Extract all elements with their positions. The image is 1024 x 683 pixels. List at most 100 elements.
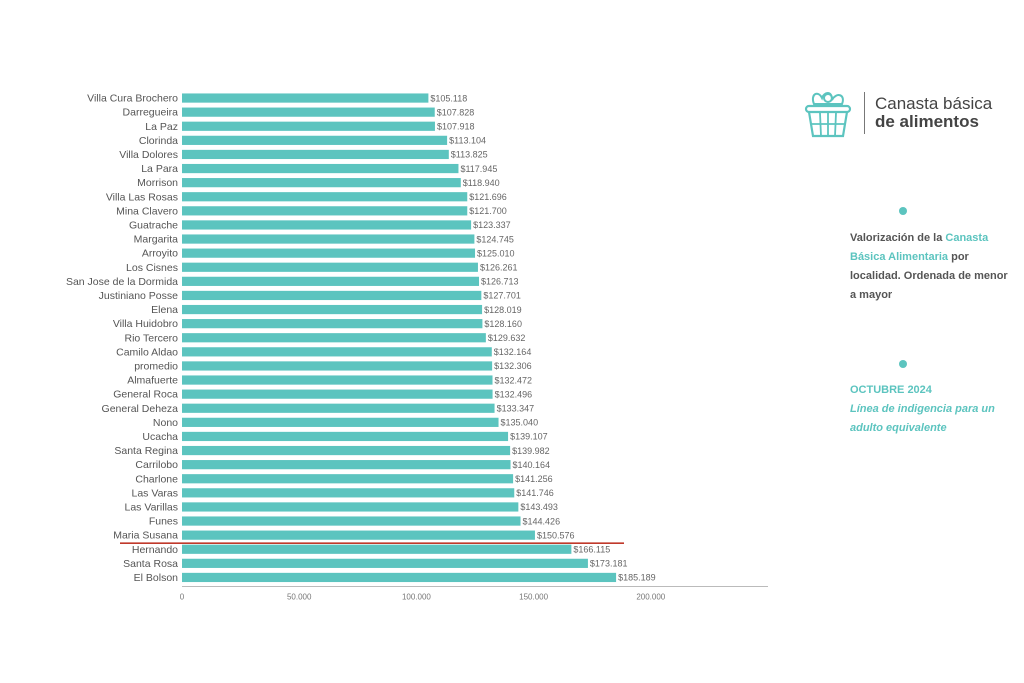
bar-chart: Villa Cura Brochero $105.118 Darregueira $1… [66, 93, 768, 602]
value-label: $133.347 [497, 403, 535, 413]
bar [182, 248, 476, 258]
bar [182, 361, 493, 371]
bar [182, 530, 535, 540]
value-label: $132.164 [494, 347, 532, 357]
category-label: Charlone [135, 473, 178, 485]
bar [182, 502, 519, 512]
logo: Canasta básica de alimentos [804, 86, 992, 140]
bar [182, 262, 478, 272]
category-label: San Jose de la Dormida [66, 276, 178, 288]
category-label: Hernando [132, 544, 178, 556]
value-label: $140.164 [513, 460, 551, 470]
value-label: $141.746 [516, 488, 554, 498]
category-label: Guatrache [129, 219, 178, 231]
value-label: $129.632 [488, 333, 526, 343]
category-label: El Bolson [134, 572, 179, 584]
bar [182, 417, 499, 427]
period-text: OCTUBRE 2024 Línea de indigencia para un… [850, 381, 1010, 438]
category-label: General Deheza [102, 403, 179, 415]
x-tick-label: 150.000 [519, 593, 548, 602]
value-label: $143.493 [520, 502, 558, 512]
category-label: Arroyito [142, 248, 178, 260]
logo-divider [864, 92, 865, 134]
value-label: $139.982 [512, 446, 550, 456]
category-label: Camilo Aldao [116, 346, 178, 358]
bar [182, 107, 435, 117]
bar [182, 93, 429, 103]
bullet-dot-1 [899, 207, 907, 215]
bar [182, 544, 572, 554]
bar [182, 375, 493, 385]
category-label: Elena [151, 304, 178, 316]
bar [182, 135, 448, 145]
category-label: Darregueira [123, 107, 179, 119]
period-date: OCTUBRE 2024 [850, 384, 932, 396]
x-tick-label: 0 [180, 593, 185, 602]
bar [182, 488, 515, 498]
value-label: $132.306 [494, 361, 532, 371]
x-tick-label: 100.000 [402, 593, 431, 602]
value-label: $139.107 [510, 432, 548, 442]
category-label: Rio Tercero [125, 332, 179, 344]
bullet-dot-2 [899, 360, 907, 368]
category-label: Ucacha [142, 431, 178, 443]
category-label: Santa Rosa [123, 558, 178, 570]
bar [182, 192, 468, 202]
bar [182, 403, 495, 413]
value-label: $113.104 [449, 136, 486, 146]
bar [182, 234, 475, 244]
value-label: $107.918 [437, 121, 475, 131]
bar [182, 276, 480, 286]
value-label: $128.160 [484, 319, 522, 329]
value-label: $173.181 [590, 559, 628, 569]
value-label: $118.940 [463, 178, 500, 188]
bar [182, 319, 483, 329]
bar [182, 178, 461, 188]
category-label: Morrison [137, 177, 178, 189]
value-label: $128.019 [484, 305, 522, 315]
bar [182, 445, 511, 456]
bar [182, 163, 459, 174]
x-tick-label: 50.000 [287, 593, 312, 602]
description-part-1: Valorización de la [850, 232, 943, 244]
bar [182, 206, 468, 216]
value-label: $117.945 [460, 164, 497, 174]
value-label: $124.745 [476, 234, 514, 244]
category-label: Clorinda [139, 135, 178, 147]
value-label: $105.118 [430, 93, 467, 103]
value-label: $166.115 [573, 544, 610, 554]
category-label: Mina Clavero [116, 205, 178, 217]
category-label: Maria Susana [113, 530, 178, 542]
category-label: Almafuerte [127, 375, 178, 387]
bar [182, 149, 449, 160]
category-label: promedio [134, 360, 178, 372]
bar [182, 333, 486, 343]
value-label: $113.825 [451, 150, 488, 160]
bar [182, 431, 509, 442]
bar [182, 304, 483, 315]
category-label: Las Varas [132, 487, 179, 499]
value-label: $135.040 [501, 418, 539, 428]
category-label: Carrilobo [135, 459, 178, 471]
category-label: Funes [149, 516, 178, 528]
value-label: $150.576 [537, 530, 575, 540]
value-label: $132.496 [495, 389, 533, 399]
logo-text: Canasta básica de alimentos [875, 95, 992, 131]
bar [182, 347, 492, 357]
value-label: $125.010 [477, 248, 515, 258]
food-basket-icon [804, 92, 852, 138]
bar [182, 460, 511, 470]
category-label: Nono [153, 417, 178, 429]
category-label: La Para [141, 163, 178, 175]
bar [182, 474, 514, 484]
value-label: $144.426 [523, 516, 561, 526]
value-label: $141.256 [515, 474, 553, 484]
bar [182, 121, 435, 131]
logo-line-1: Canasta básica [875, 94, 993, 114]
value-label: $123.337 [473, 220, 511, 230]
category-label: La Paz [145, 121, 178, 133]
category-label: Villa Dolores [119, 149, 178, 161]
value-label: $107.828 [437, 107, 475, 117]
category-label: Margarita [134, 234, 179, 246]
period-line: Línea de indigencia para un adulto equiv… [850, 403, 995, 434]
